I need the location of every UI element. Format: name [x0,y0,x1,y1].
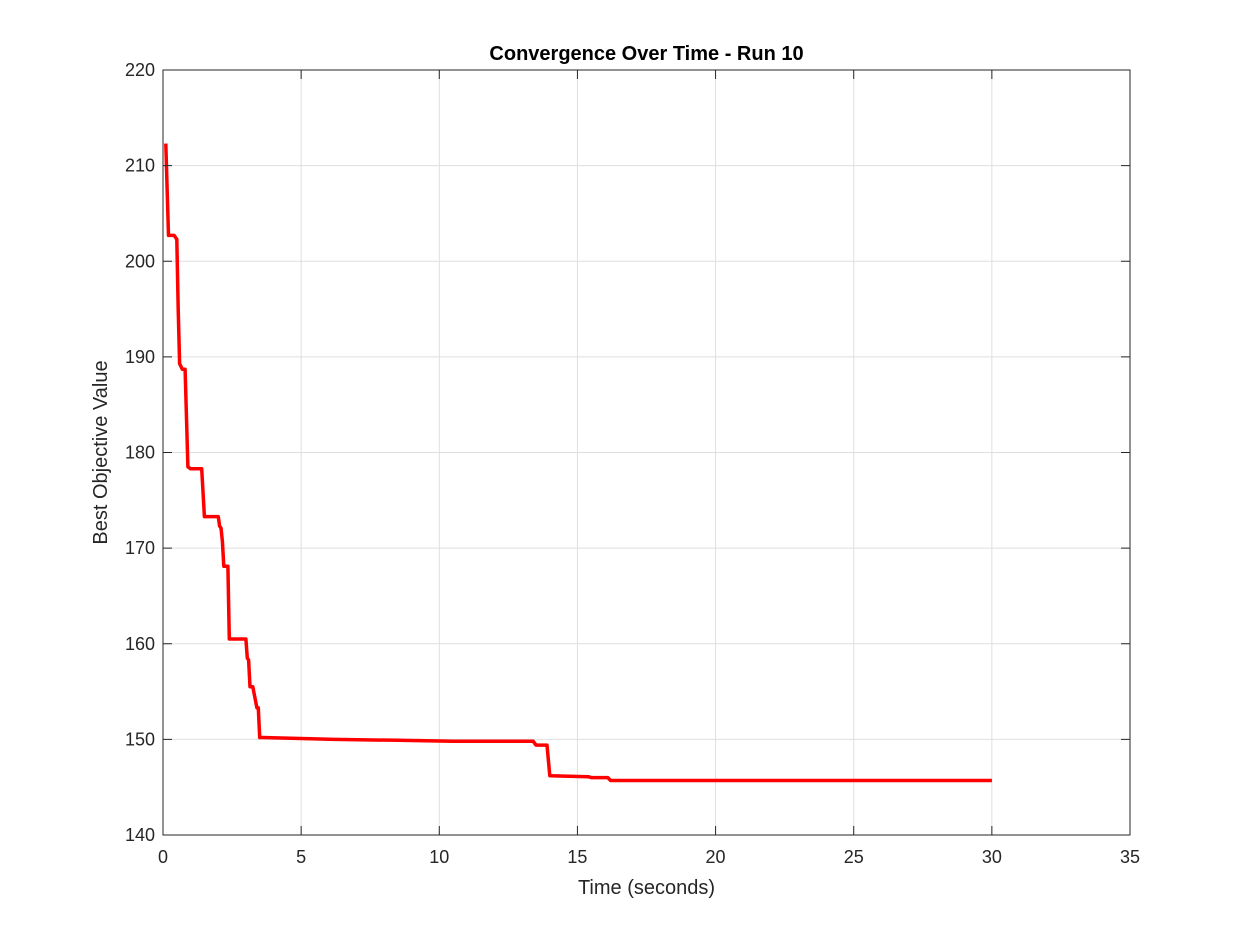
y-tick-label: 140 [125,825,155,845]
x-tick-label: 25 [844,847,864,867]
series-layer [164,143,992,783]
x-tick-label: 15 [567,847,587,867]
axis-ticks: 0 5 10 15 20 25 30 35 140 150 160 170 180 190 200 210 22… [125,60,1140,867]
y-tick-label: 190 [125,347,155,367]
y-tick-label: 170 [125,538,155,558]
x-tick-label: 35 [1120,847,1140,867]
x-tick-label: 30 [982,847,1002,867]
y-tick-label: 210 [125,156,155,176]
grid-lines [163,70,1130,835]
y-tick-label: 220 [125,60,155,80]
x-tick-label: 5 [296,847,306,867]
x-tick-label: 20 [706,847,726,867]
chart-title: Convergence Over Time - Run 10 [489,43,803,65]
x-axis-label: Time (seconds) [578,877,715,899]
convergence-line [164,143,992,783]
y-tick-label: 160 [125,634,155,654]
y-tick-label: 200 [125,251,155,271]
y-tick-label: 180 [125,443,155,463]
x-tick-label: 10 [429,847,449,867]
x-tick-label: 0 [158,847,168,867]
y-tick-label: 150 [125,729,155,749]
y-axis-label: Best Objective Value [90,360,112,544]
